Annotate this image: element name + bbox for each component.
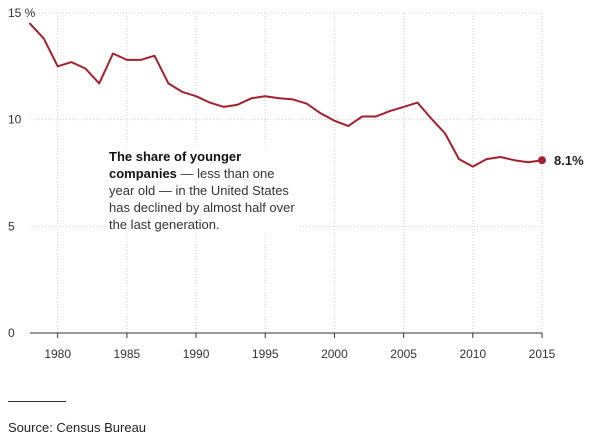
x-tick-label-2015: 2015 [529,347,556,361]
end-point-marker [538,156,546,165]
y-axis-labels: 0 5 10 15 % [8,6,36,340]
y-tick-label-0: 0 [8,326,15,340]
x-tick-label-2005: 2005 [390,347,417,361]
x-axis: 1980 1985 1990 1995 2000 2005 2010 2015 [30,332,556,361]
y-tick-label-10: 10 [8,113,22,127]
y-tick-label-15: 15 % [8,6,36,20]
source-divider [8,401,66,402]
series-line: 8.1% [29,22,584,168]
annotation-bold: The share of younger companies [109,149,242,181]
x-tick-label-2000: 2000 [321,347,348,361]
annotation-text: — less than one year old — in the United… [109,166,295,232]
x-tick-label-1980: 1980 [44,347,71,361]
x-tick-label-1985: 1985 [114,347,141,361]
source-note: Source: Census Bureau [8,420,147,435]
series-line-path [29,22,543,168]
x-tick-label-1990: 1990 [183,347,210,361]
y-tick-label-5: 5 [8,219,15,233]
chart-annotation: The share of younger companies — less th… [109,148,299,233]
x-tick-label-1995: 1995 [252,347,279,361]
end-value-label: 8.1% [554,153,584,168]
x-tick-label-2010: 2010 [459,347,486,361]
